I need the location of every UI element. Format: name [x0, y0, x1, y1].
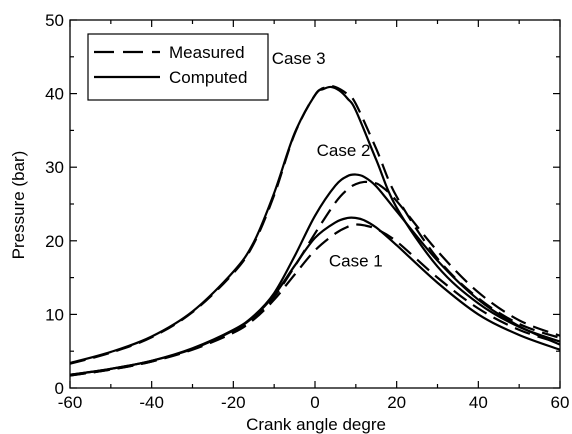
x-tick-label: -20 [221, 393, 246, 412]
case-2-label: Case 2 [317, 141, 371, 160]
legend-measured-label: Measured [169, 43, 245, 62]
legend: Measured Computed [87, 33, 269, 101]
y-axis-title: Pressure (bar) [9, 151, 28, 260]
x-tick-label: 20 [387, 393, 406, 412]
case-1-label: Case 1 [329, 252, 383, 271]
case-2-measured-line [69, 180, 561, 377]
y-tick-label: 50 [45, 11, 64, 30]
y-tick-label: 40 [45, 85, 64, 104]
case-annotations: Case 3 Case 2 Case 1 [272, 49, 383, 270]
y-tick-label: 0 [55, 379, 64, 398]
x-tick-label: 0 [310, 393, 319, 412]
case-1-measured-line [69, 223, 561, 377]
legend-computed-label: Computed [169, 68, 247, 87]
x-tick-label: 60 [551, 393, 570, 412]
case-3-computed-line [69, 85, 561, 365]
x-tick-label: -40 [139, 393, 164, 412]
y-tick-label: 10 [45, 305, 64, 324]
axis-ticks: -60 -40 -20 0 20 40 60 0 10 20 30 40 50 [45, 11, 569, 412]
x-tick-label: 40 [469, 393, 488, 412]
case-1-computed-line [69, 216, 561, 376]
case-3-label: Case 3 [272, 49, 326, 68]
x-axis-title: Crank angle degre [246, 415, 386, 434]
series-curves [69, 84, 561, 377]
x-tick-label: -60 [58, 393, 83, 412]
case-2-computed-line [69, 173, 561, 376]
y-tick-label: 30 [45, 158, 64, 177]
case-3-measured-line [69, 84, 561, 365]
y-tick-label: 20 [45, 232, 64, 251]
legend-box [87, 33, 269, 101]
